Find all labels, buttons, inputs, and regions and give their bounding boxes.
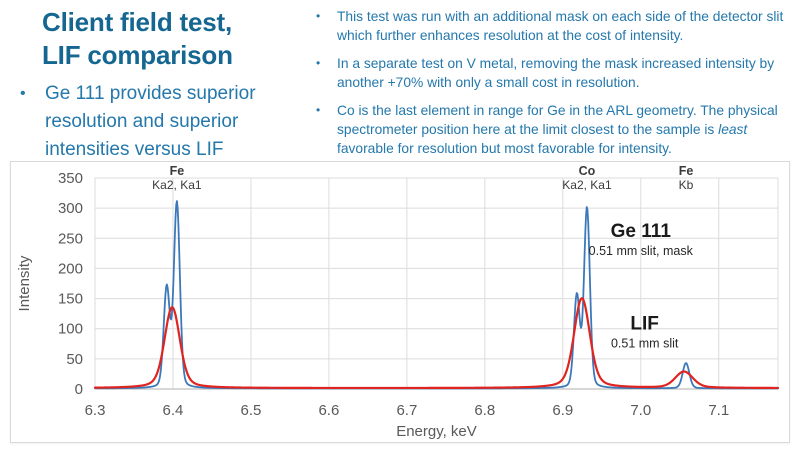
x-tick-label: 6.3 bbox=[85, 402, 106, 419]
list-item: • In a separate test on V metal, removin… bbox=[316, 54, 790, 92]
series-callout-title: Ge 111 bbox=[611, 221, 672, 242]
peak-lines-label: Ka2, Ka1 bbox=[562, 178, 612, 192]
note-text-3-pre: Co is the last element in range for Ge i… bbox=[337, 103, 778, 137]
page-title-line1: Client field test, bbox=[42, 7, 232, 37]
x-tick-label: 6.6 bbox=[318, 402, 339, 419]
y-axis-title: Intensity bbox=[16, 255, 33, 311]
peak-lines-label: Ka2, Ka1 bbox=[152, 178, 202, 192]
plot-area bbox=[94, 177, 779, 390]
spectrum-chart-canvas: 0 50 100 150 200 250 300 350 6.3 6.4 6.5 6.6 6.7 6.8 6… bbox=[16, 164, 780, 440]
y-tick-label: 100 bbox=[58, 321, 83, 338]
bullet-icon: • bbox=[316, 56, 321, 70]
note-text-2: In a separate test on V metal, removing … bbox=[337, 56, 775, 90]
x-tick-label: 6.5 bbox=[241, 402, 262, 419]
page-title-line2: LIF comparison bbox=[42, 40, 233, 70]
note-text-3: Co is the last element in range for Ge i… bbox=[337, 101, 790, 158]
y-tick-label: 350 bbox=[58, 170, 83, 187]
y-tick-label: 200 bbox=[58, 260, 83, 277]
bullet-icon: • bbox=[20, 85, 26, 102]
bullet-icon: • bbox=[316, 9, 321, 23]
x-tick-label: 7.0 bbox=[630, 402, 651, 419]
summary-bullet: • Ge 111 provides superior resolution an… bbox=[20, 80, 305, 164]
x-tick-label: 6.8 bbox=[474, 402, 495, 419]
x-tick-label: 7.1 bbox=[708, 402, 729, 419]
y-tick-label: 0 bbox=[75, 381, 83, 398]
list-item: • Co is the last element in range for Ge… bbox=[316, 101, 790, 158]
note-text-1: This test was run with an additional mas… bbox=[337, 9, 784, 43]
series-callout-subtitle: 0.51 mm slit, mask bbox=[589, 244, 694, 258]
spectrum-chart: 0 50 100 150 200 250 300 350 6.3 6.4 6.5 6.6 6.7 6.8 6… bbox=[10, 161, 790, 443]
peak-lines-label: Kb bbox=[679, 178, 694, 192]
page-title: Client field test, LIF comparison bbox=[42, 6, 332, 72]
x-tick-label: 6.9 bbox=[552, 402, 573, 419]
series-callout-subtitle: 0.51 mm slit bbox=[611, 336, 679, 350]
summary-bullet-text: Ge 111 provides superior resolution and … bbox=[45, 83, 256, 160]
y-tick-label: 50 bbox=[66, 351, 83, 368]
peak-element-label: Fe bbox=[170, 164, 185, 178]
x-tick-label: 6.7 bbox=[396, 402, 417, 419]
x-tick-label: 6.4 bbox=[163, 402, 184, 419]
x-axis-title: Energy, keV bbox=[396, 423, 477, 440]
series-curve-lif bbox=[93, 297, 780, 390]
notes-list: • This test was run with an additional m… bbox=[316, 7, 790, 167]
list-item: • This test was run with an additional m… bbox=[316, 7, 790, 45]
y-tick-label: 300 bbox=[58, 200, 83, 217]
note-text-3-italic: least bbox=[718, 122, 748, 137]
peak-element-label: Fe bbox=[679, 164, 694, 178]
series-callout-title: LIF bbox=[630, 313, 659, 334]
y-tick-label: 250 bbox=[58, 230, 83, 247]
bullet-icon: • bbox=[316, 103, 321, 117]
y-tick-label: 150 bbox=[58, 291, 83, 308]
peak-element-label: Co bbox=[579, 164, 596, 178]
note-text-3-post: favorable for resolution but most favora… bbox=[337, 141, 672, 156]
